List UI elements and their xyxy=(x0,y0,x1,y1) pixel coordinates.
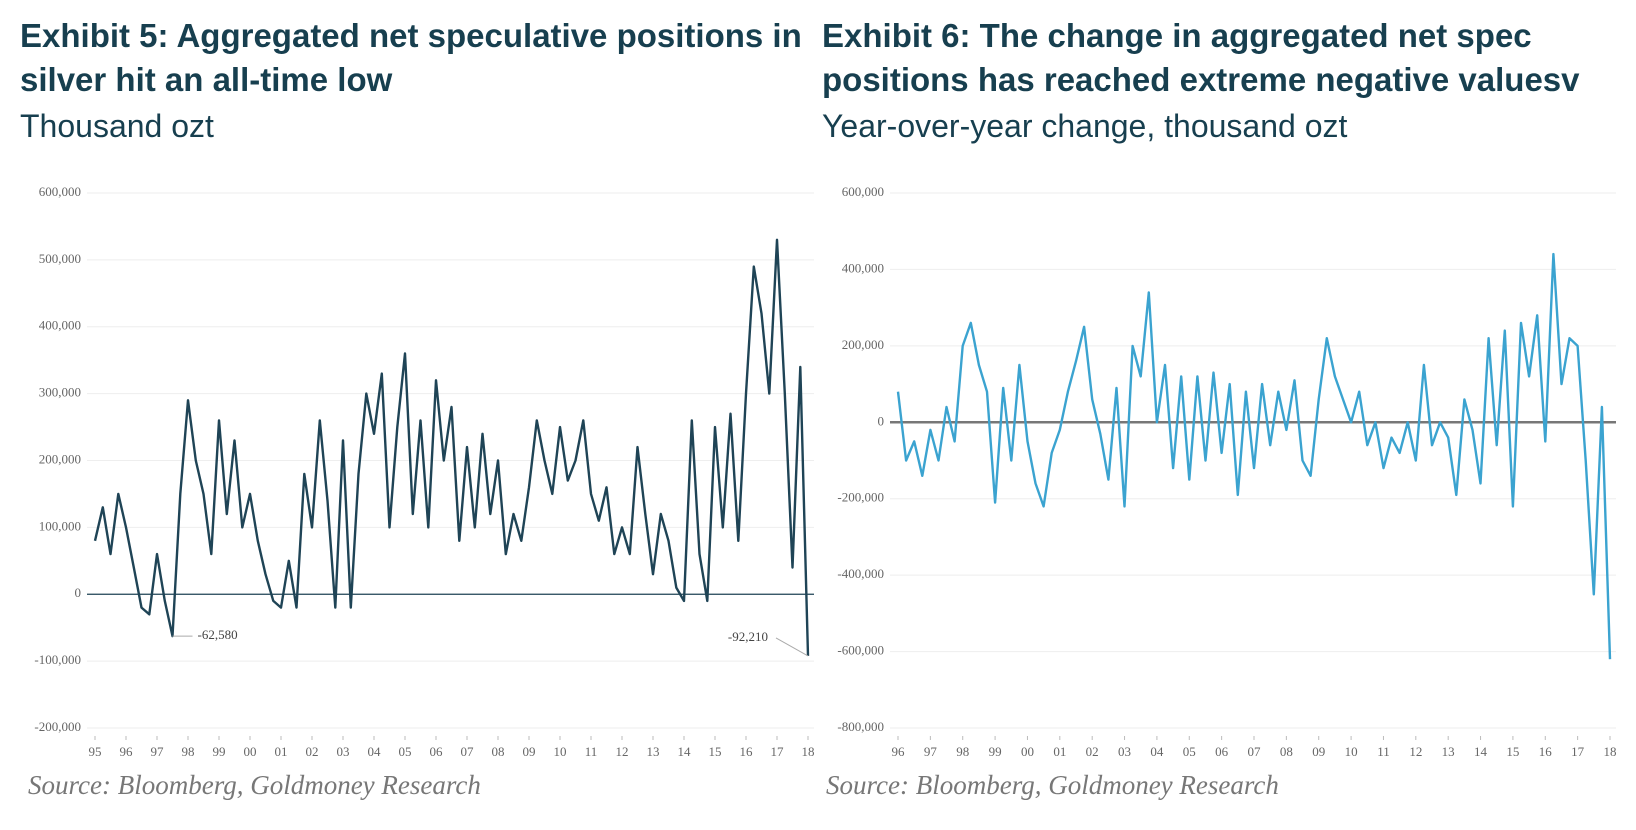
x-tick-label: 17 xyxy=(1571,744,1585,759)
annotation: -62,580 xyxy=(198,627,238,642)
x-tick-label: 07 xyxy=(1248,744,1262,759)
y-tick-label: 0 xyxy=(878,413,885,428)
x-tick-label: 03 xyxy=(337,744,350,759)
x-tick-label: 11 xyxy=(1377,744,1390,759)
y-tick-label: -100,000 xyxy=(34,652,81,667)
x-tick-label: 09 xyxy=(523,744,536,759)
y-tick-label: 400,000 xyxy=(842,260,884,275)
y-tick-label: -200,000 xyxy=(34,719,81,734)
x-tick-label: 10 xyxy=(554,744,567,759)
y-tick-label: 400,000 xyxy=(39,318,81,333)
x-tick-label: 10 xyxy=(1345,744,1358,759)
x-tick-label: 07 xyxy=(461,744,475,759)
y-tick-label: -400,000 xyxy=(837,566,884,581)
y-tick-label: 300,000 xyxy=(39,385,81,400)
x-tick-label: 05 xyxy=(399,744,412,759)
x-tick-label: 97 xyxy=(924,744,938,759)
source: Source: Bloomberg, Goldmoney Research xyxy=(826,770,1279,800)
x-tick-label: 98 xyxy=(182,744,195,759)
chart-title: Exhibit 5: Aggregated net speculative po… xyxy=(20,17,802,98)
chart-subtitle: Year-over-year change, thousand ozt xyxy=(822,108,1348,144)
y-tick-label: 600,000 xyxy=(842,184,884,199)
x-tick-label: 18 xyxy=(802,744,815,759)
x-tick-label: 00 xyxy=(1021,744,1034,759)
chart-subtitle: Thousand ozt xyxy=(20,108,214,144)
x-tick-label: 16 xyxy=(1539,744,1553,759)
y-tick-label: -800,000 xyxy=(837,719,884,734)
x-tick-label: 06 xyxy=(430,744,444,759)
x-tick-label: 04 xyxy=(368,744,382,759)
y-tick-label: 600,000 xyxy=(39,184,81,199)
annotation: -92,210 xyxy=(728,629,768,644)
chart-title: Exhibit 6: The change in aggregated net … xyxy=(822,17,1580,98)
line xyxy=(93,238,810,656)
y-tick-label: 500,000 xyxy=(39,251,81,266)
y-tick-label: 200,000 xyxy=(39,451,81,466)
x-tick-label: 95 xyxy=(89,744,102,759)
annotation-leader xyxy=(775,637,809,657)
x-tick-label: 12 xyxy=(1409,744,1422,759)
x-tick-label: 14 xyxy=(678,744,692,759)
x-tick-label: 04 xyxy=(1150,744,1164,759)
x-tick-label: 12 xyxy=(616,744,629,759)
x-tick-label: 18 xyxy=(1604,744,1617,759)
source: Source: Bloomberg, Goldmoney Research xyxy=(28,770,481,800)
line xyxy=(896,252,1612,660)
x-tick-label: 96 xyxy=(120,744,134,759)
x-tick-label: 01 xyxy=(1053,744,1066,759)
x-tick-label: 96 xyxy=(892,744,906,759)
x-tick-label: 15 xyxy=(709,744,722,759)
x-tick-label: 99 xyxy=(213,744,226,759)
x-tick-label: 01 xyxy=(275,744,288,759)
x-tick-label: 02 xyxy=(306,744,319,759)
x-tick-label: 00 xyxy=(244,744,257,759)
x-tick-label: 06 xyxy=(1215,744,1229,759)
x-tick-label: 03 xyxy=(1118,744,1131,759)
x-tick-label: 08 xyxy=(1280,744,1293,759)
x-tick-label: 11 xyxy=(585,744,598,759)
y-tick-label: -200,000 xyxy=(837,490,884,505)
x-tick-label: 09 xyxy=(1312,744,1325,759)
x-tick-label: 14 xyxy=(1474,744,1488,759)
x-tick-label: 99 xyxy=(989,744,1002,759)
x-tick-label: 15 xyxy=(1506,744,1519,759)
x-tick-label: 98 xyxy=(956,744,969,759)
x-tick-label: 97 xyxy=(151,744,165,759)
y-tick-label: -600,000 xyxy=(837,643,884,658)
x-tick-label: 13 xyxy=(647,744,660,759)
x-tick-label: 17 xyxy=(771,744,785,759)
x-tick-label: 13 xyxy=(1442,744,1455,759)
x-tick-label: 05 xyxy=(1183,744,1196,759)
y-tick-label: 100,000 xyxy=(39,518,81,533)
y-tick-label: 200,000 xyxy=(842,337,884,352)
x-tick-label: 08 xyxy=(492,744,505,759)
y-tick-label: 0 xyxy=(75,585,82,600)
x-tick-label: 16 xyxy=(740,744,754,759)
x-tick-label: 02 xyxy=(1086,744,1099,759)
